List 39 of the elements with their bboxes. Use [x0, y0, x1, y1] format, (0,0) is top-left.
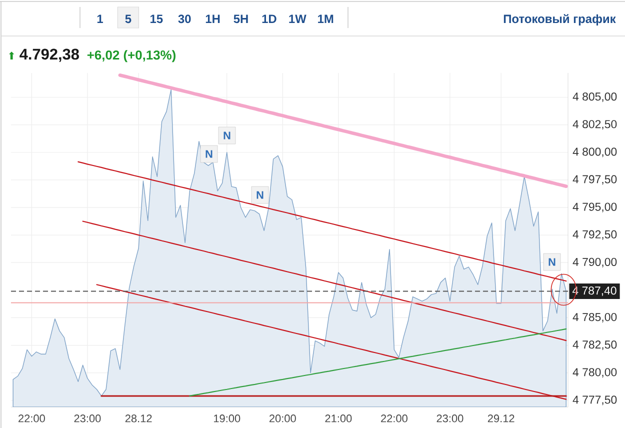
x-tick-label: 21:00 — [325, 414, 352, 422]
chart-subtitle: +6,02 (+0,13%) — [87, 50, 176, 62]
text: 5 — [125, 14, 132, 24]
x-tick-label: 28.12 — [125, 414, 152, 422]
y-tick-label: 4 782,50 — [572, 340, 617, 350]
annotation: N — [206, 150, 212, 158]
y-tick-label: 4 795,00 — [572, 202, 617, 212]
line-series — [189, 328, 567, 397]
x-tick-label: 23:00 — [436, 414, 464, 422]
text: 1W — [289, 14, 306, 23]
text: 30 — [178, 14, 191, 24]
text: 1M — [318, 14, 334, 23]
y-tick-label: 4 777,50 — [572, 396, 617, 406]
y-tick-label: 4 797,50 — [572, 175, 617, 185]
y-tick-label: 4 790,00 — [572, 258, 617, 268]
x-tick-label: 22:00 — [381, 414, 408, 422]
x-tick-label: 20:00 — [269, 414, 296, 422]
text: 1D — [262, 14, 276, 23]
text: 1 — [97, 14, 103, 23]
x-tick-label: 22:00 — [18, 414, 45, 422]
y-tick-label: 4 780,00 — [572, 368, 617, 378]
y-tick-label: 4 802,50 — [572, 120, 617, 130]
chart-title: 4.792,38 — [20, 48, 79, 62]
text: 1H — [206, 14, 220, 23]
text: 15 — [150, 14, 163, 24]
y-tick-label: 4 785,00 — [572, 312, 617, 322]
line-series — [118, 74, 568, 188]
annotation: N — [256, 191, 264, 199]
annotation: N — [224, 132, 230, 140]
y-tick-label: 4 805,00 — [572, 92, 617, 102]
x-tick-label: 19:00 — [214, 414, 240, 422]
x-tick-label: 23:00 — [74, 414, 101, 422]
text: 5H — [234, 14, 248, 24]
text: Потоковый график — [504, 14, 616, 26]
annotation: N — [548, 258, 556, 266]
y-tick-label: 4 792,50 — [572, 230, 617, 240]
y-tick-label: 4 800,00 — [572, 148, 617, 158]
x-tick-label: 29.12 — [488, 414, 514, 422]
text: ⬆ — [8, 52, 14, 60]
